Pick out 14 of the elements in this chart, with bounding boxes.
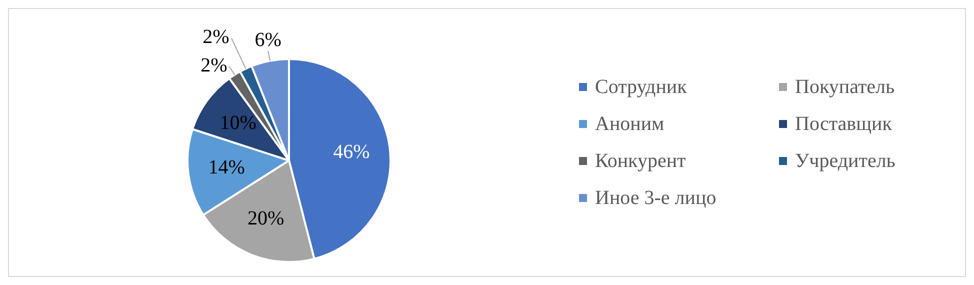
legend-label: Сотрудник [595, 76, 687, 98]
legend-label: Иное 3-е лицо [595, 186, 716, 210]
data-label: 46% [333, 140, 370, 163]
data-label: 10% [220, 112, 256, 134]
data-label: 2% [202, 26, 230, 48]
data-label: 20% [248, 207, 284, 230]
data-label: 14% [208, 156, 245, 179]
legend-label: Поставщик [795, 112, 892, 136]
legend-label: Аноним [595, 112, 664, 136]
legend-label: Учредитель [795, 150, 896, 172]
legend-label: Покупатель [795, 76, 895, 98]
legend-label: Конкурент [595, 150, 686, 172]
data-label: 6% [254, 29, 282, 52]
data-label: 2% [200, 54, 228, 77]
